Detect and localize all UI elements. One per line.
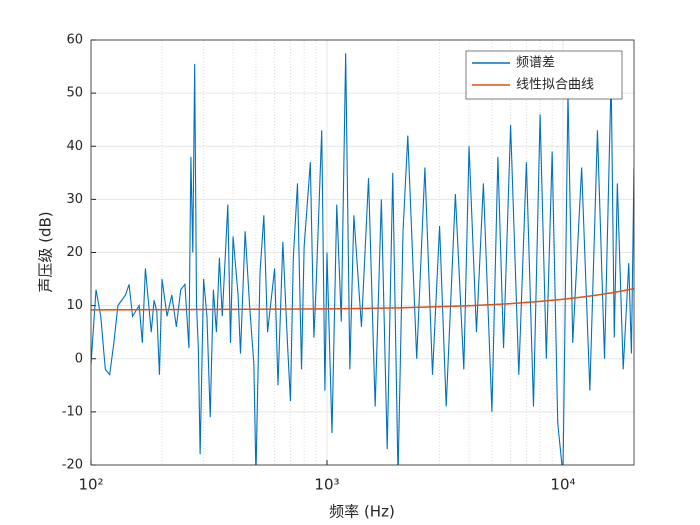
x-axis-label: 频率 (Hz) <box>329 503 395 521</box>
series-group <box>91 53 634 465</box>
legend-label: 线性拟合曲线 <box>516 78 594 93</box>
y-tick-label: 40 <box>66 139 83 154</box>
y-tick-label: 50 <box>66 86 83 101</box>
legend-box <box>465 50 623 100</box>
series-line <box>91 287 634 311</box>
y-tick-label: -10 <box>62 404 83 419</box>
y-tick-label: 0 <box>75 351 83 366</box>
x-tick-label: 10³ <box>314 476 339 494</box>
y-tick-label: 60 <box>66 33 83 48</box>
legend-label: 频谱差 <box>516 56 555 71</box>
y-axis-label: 声压级 (dB) <box>37 211 55 292</box>
y-tick-label: 20 <box>66 245 83 260</box>
x-tick-label: 10² <box>78 476 103 494</box>
y-tick-label: 30 <box>66 192 83 207</box>
x-tick-label: 10⁴ <box>550 476 575 494</box>
y-tick-label: 10 <box>66 298 83 313</box>
y-tick-label: -20 <box>62 458 83 473</box>
axes-box <box>90 39 635 466</box>
